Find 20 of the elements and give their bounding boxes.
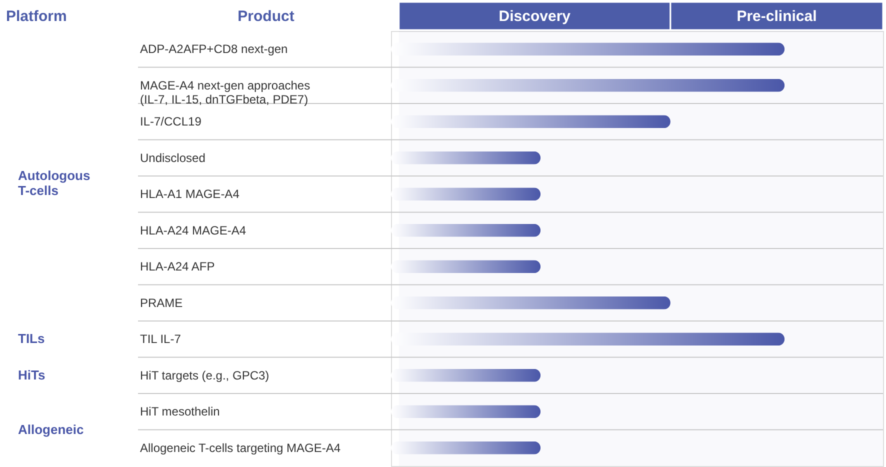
y-tick-label: IL-7/CCL19 — [140, 114, 202, 129]
y-tick-label: TIL IL-7 — [140, 332, 182, 346]
y-tick-label: PRAME — [140, 296, 183, 310]
band-label: Discovery — [498, 8, 572, 25]
band-label: Pre-clinical — [736, 8, 817, 25]
y-tick-label: Undisclosed — [140, 150, 206, 165]
y-tick-label: MAGE-A4 next-gen approaches (IL-7, IL-15, dnTGFbeta, PDE7) — [140, 78, 310, 106]
y-tick-label: ADP-A2AFP+CD8 next-gen — [140, 42, 288, 56]
text: Autologous T-cells — [18, 168, 90, 198]
y-tick-label: HLA-A24 AFP — [140, 260, 215, 274]
y-tick-label: Allogeneic T-cells targeting MAGE-A4 — [140, 440, 341, 455]
y-tick-label: HLA-A1 MAGE-A4 — [140, 187, 240, 202]
y-tick-label: HiT mesothelin — [140, 404, 220, 419]
text: Platform — [6, 8, 67, 25]
y-tick-label: HiT targets (e.g., GPC3) — [140, 368, 270, 382]
text: TILs — [18, 331, 45, 346]
y-axis-title: Product — [238, 8, 294, 25]
text: Allogeneic — [18, 422, 84, 437]
text: HiTs — [18, 367, 46, 382]
y-tick-label: HLA-A24 MAGE-A4 — [140, 223, 246, 238]
